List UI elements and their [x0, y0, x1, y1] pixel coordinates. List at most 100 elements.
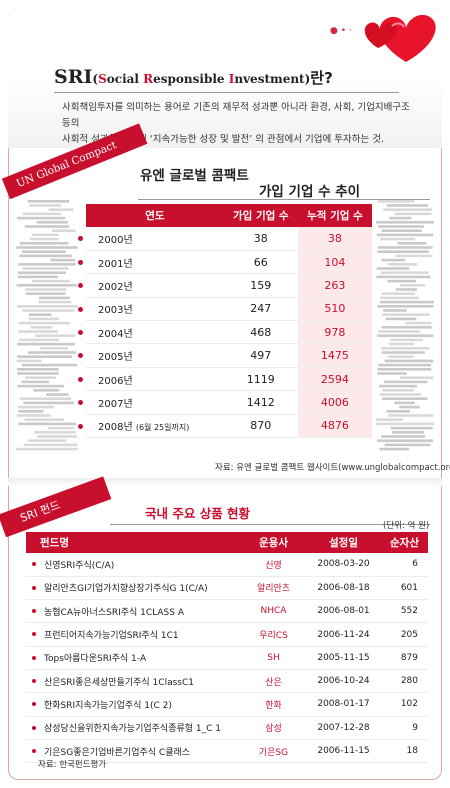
fund-name-cell: 알리안츠GI기업가치향상장기주식G 1(C/A) [26, 576, 241, 601]
column-header: 순자산 [381, 532, 428, 553]
year-label: 2000년 [98, 234, 133, 246]
barcode-bar [32, 279, 71, 283]
barcode-bar [27, 200, 69, 203]
cumulative-count-cell: 4006 [297, 390, 372, 415]
barcode-bar [29, 204, 62, 207]
sri-fund-table: 펀드명 운용사 설정일 순자산 신영SRI주식(C/A) 신영 2008-03-20… [26, 532, 428, 764]
bullet-icon [32, 562, 36, 566]
barcode-bar [377, 439, 434, 442]
barcode-bar [38, 300, 72, 304]
barcode-bar [30, 326, 53, 329]
column-header: 가입 기업 수 [223, 204, 298, 227]
fund-name: Tops아름다운SRI주식 1-A [44, 654, 147, 665]
barcode-bar [18, 410, 44, 413]
cumulative-count-cell: 263 [297, 273, 372, 298]
column-header: 설정일 [306, 532, 381, 553]
manager-cell: 알리안츠 [241, 576, 306, 601]
barcode-bar [17, 372, 59, 375]
sri-title: SRI(Social Responsible Investment)란? [54, 66, 333, 88]
column-header: 누적 기업 수 [297, 204, 372, 227]
barcode-bar [17, 405, 55, 409]
table-row: 2008년 (6월 25일까지) 870 4876 [78, 414, 372, 439]
barcode-bar [16, 246, 78, 249]
unit-note: (단위: 억 원) [383, 521, 430, 531]
table-row: 기은SG좋은기업바른기업주식 C클래스 기은SG 2006-11-15 18 [26, 739, 428, 764]
barcode-bar [389, 216, 412, 220]
barcode-bar [399, 284, 426, 287]
barcode-bar [22, 267, 69, 270]
barcode-bar [50, 258, 76, 262]
source-note: 자료: 한국펀드평가 [38, 760, 107, 770]
bullet-icon [78, 236, 83, 241]
year-label: 2001년 [98, 258, 133, 270]
barcode-bar [48, 208, 74, 211]
barcode-bar [376, 233, 434, 237]
assets-cell: 601 [381, 576, 428, 601]
cumulative-count-cell: 510 [297, 297, 372, 322]
barcode-bar [18, 338, 60, 342]
barcode-bar [377, 372, 407, 375]
barcode-bar [23, 443, 78, 447]
year-cell: 2005년 [78, 343, 224, 368]
barcode-bar [380, 237, 416, 241]
column-header: 연도 [86, 204, 224, 227]
cumulative-count-cell: 2594 [297, 367, 372, 392]
barcode-bar [388, 342, 414, 346]
bullet-icon [78, 423, 83, 429]
fund-name: 산은SRI좋은세상만들기주식 1ClassC1 [44, 677, 194, 688]
manager-cell: 우리CS [241, 622, 306, 647]
barcode-bar [36, 221, 68, 224]
joined-count-cell: 66 [223, 250, 298, 275]
year-cell: 2006년 [78, 367, 224, 392]
year-cell: 2000년 [78, 227, 224, 251]
date-cell: 2008-03-20 [306, 553, 381, 577]
barcode-bar [377, 200, 415, 203]
assets-cell: 280 [381, 669, 428, 694]
assets-cell: 6 [381, 553, 428, 577]
table-row: 2003년 247 510 [78, 297, 372, 322]
barcode-bar [37, 435, 78, 438]
joined-count-cell: 468 [223, 320, 298, 345]
barcode-bar [22, 250, 66, 253]
cumulative-count-cell: 38 [297, 227, 372, 251]
fund-name: 신영SRI주식(C/A) [44, 560, 115, 571]
barcode-bar [24, 288, 67, 291]
barcode-bar [386, 204, 429, 207]
bullet-icon [78, 376, 83, 382]
barcode-bar [31, 233, 59, 237]
date-cell: 2006-11-15 [306, 739, 381, 764]
barcode-bar [16, 284, 77, 287]
barcode-bar [376, 418, 403, 421]
barcode-bar [17, 422, 77, 426]
barcode-bar [17, 384, 65, 388]
barcode-bar [376, 275, 431, 279]
year-note: (6월 25일까지) [135, 423, 190, 433]
barcode-bar [24, 418, 64, 421]
cumulative-count-cell: 978 [297, 320, 372, 345]
barcode-bar [21, 380, 49, 384]
barcode-bar [35, 334, 76, 337]
barcode-bar [376, 422, 434, 426]
barcode-bar [18, 321, 71, 325]
cumulative-count-cell: 4876 [297, 414, 372, 439]
year-label: 2005년 [98, 352, 133, 364]
section-underline [138, 199, 430, 200]
table-header-row: 펀드명 운용사 설정일 순자산 [26, 532, 428, 553]
table-row: 한화SRI지속가능기업주식 1(C 2) 한화 2008-01-17 102 [26, 692, 428, 717]
barcode-bar [383, 309, 407, 312]
fund-name-cell: 프런티어지속가능기업SRI주식 1C1 [26, 622, 241, 647]
hearts-decoration-icon [364, 14, 436, 63]
barcode-bar [34, 431, 77, 434]
barcode-bar [379, 384, 417, 388]
table-row: 프런티어지속가능기업SRI주식 1C1 우리CS 2006-11-24 205 [26, 622, 428, 647]
barcode-bar [25, 292, 66, 295]
bullet-icon [78, 259, 83, 265]
manager-cell: 산은 [241, 669, 306, 694]
date-cell: 2006-10-24 [306, 669, 381, 694]
barcode-bar [399, 405, 420, 409]
fund-name: 알리안츠GI기업가치향상장기주식G 1(C/A) [44, 584, 208, 595]
barcode-bar [390, 426, 433, 430]
barcode-bar [378, 363, 432, 367]
cumulative-count-cell: 1475 [297, 343, 372, 368]
barcode-bar [33, 389, 60, 392]
